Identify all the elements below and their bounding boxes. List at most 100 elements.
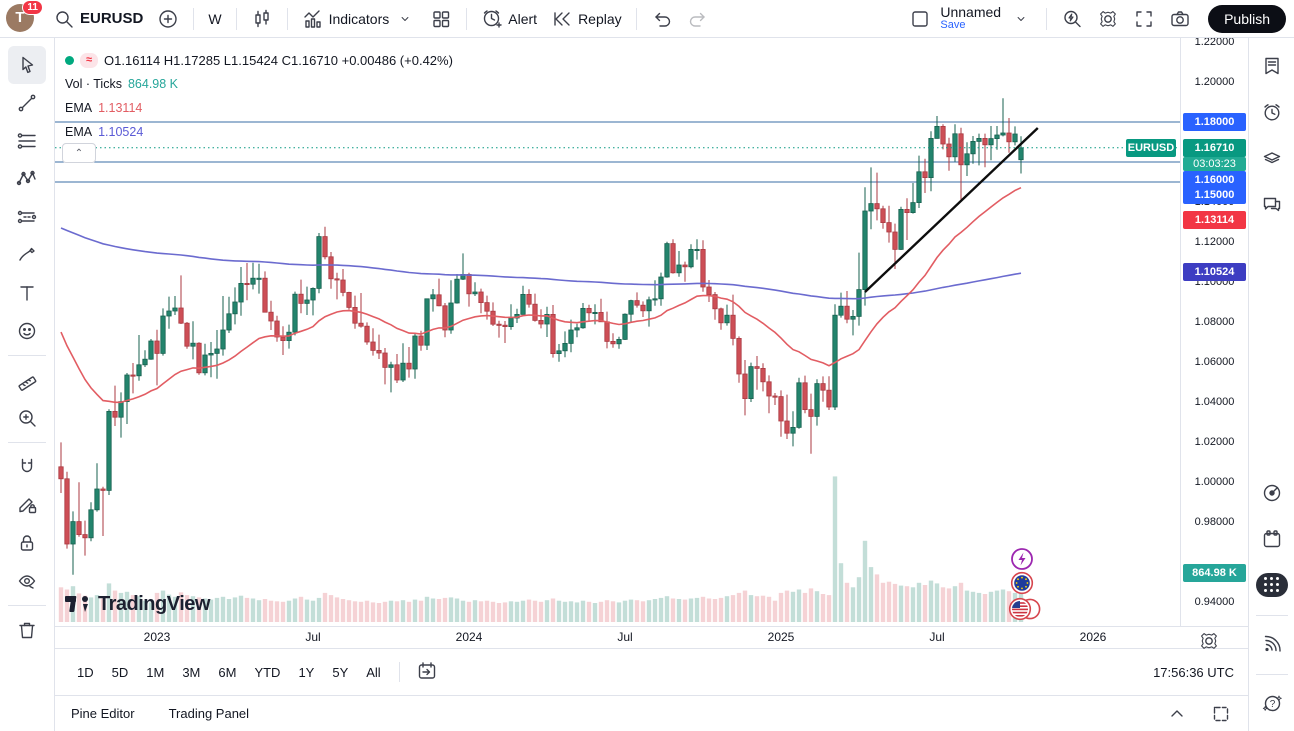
panel-signal-button[interactable] [1254,626,1290,662]
replay-button[interactable]: Replay [544,4,629,34]
ema-fast-legend-value: 1.13114 [98,101,143,115]
alert-label: Alert [508,10,538,27]
chart-legend: ≈ O1.16114 H1.17285 L1.15424 C1.16710 +0… [65,48,453,144]
panel-maximize-icon[interactable] [1210,703,1232,725]
undo-button[interactable] [644,4,680,34]
publish-button[interactable]: Publish [1208,4,1286,33]
layout-select-button[interactable] [902,4,938,34]
ema-slow-legend-label[interactable]: EMA [65,125,93,139]
tool-zoom-in-button[interactable] [8,399,46,437]
range-3m-button[interactable]: 3M [182,664,201,680]
range-1d-button[interactable]: 1D [77,664,94,680]
layout-name-button[interactable]: Unnamed Save [940,5,1001,31]
price-tick: 1.08000 [1194,316,1235,328]
candlestick-chart[interactable] [55,38,1180,626]
symbol-search-button[interactable]: EURUSD [46,4,150,34]
snapshot-button[interactable] [1162,4,1198,34]
indicators-button[interactable]: Indicators [295,4,424,34]
top-toolbar: T 11 EURUSD W Indicators Alert [0,0,1294,38]
tradingview-watermark[interactable]: TradingView [65,592,210,616]
collapse-legend-button[interactable]: ⌃ [62,143,96,163]
tool-ruler-button[interactable] [8,361,46,399]
tool-projection-button[interactable] [8,198,46,236]
ohlc-values: O1.16114 H1.17285 L1.15424 C1.16710 +0.0… [104,52,453,68]
layout-dropdown-button[interactable] [1003,4,1039,34]
all-apps-button[interactable] [1254,567,1290,603]
save-link[interactable]: Save [940,19,966,32]
range-ytd-button[interactable]: YTD [254,664,281,680]
panel-target-button[interactable] [1254,475,1290,511]
gear-icon [1097,8,1119,30]
compare-add-symbol-button[interactable] [150,4,186,34]
tool-fib-button[interactable] [8,122,46,160]
eu-flag-event-icon[interactable] [1010,571,1034,595]
grid-templates-icon [430,8,452,30]
ruler-icon [16,369,38,391]
panel-alarm-button[interactable] [1254,94,1290,130]
pine-editor-tab[interactable]: Pine Editor [71,706,135,721]
undo-icon [651,8,673,30]
indicator-templates-button[interactable] [423,4,459,34]
alarm-icon [1261,101,1283,123]
panel-watchlist-button[interactable] [1254,48,1290,84]
clock-utc[interactable]: 17:56:36 UTC [1153,664,1234,680]
fullscreen-button[interactable] [1126,4,1162,34]
toolbar-separator [193,7,195,30]
tool-brush-button[interactable] [8,236,46,274]
range-5y-button[interactable]: 5Y [332,664,349,680]
toolbar-separator [8,605,46,606]
toolbar-separator [8,355,46,356]
price-tick: 1.22000 [1194,38,1235,48]
redo-icon [687,8,709,30]
tool-xabcd-button[interactable] [8,160,46,198]
interval-button[interactable]: W [201,7,228,31]
time-axis[interactable]: 2023 Jul 2024 Jul 2025 Jul 2026 [55,626,1248,649]
tool-magnet-button[interactable] [8,448,46,486]
eye-icon [16,570,38,592]
chart-pane[interactable]: ≈ O1.16114 H1.17285 L1.15424 C1.16710 +0… [55,38,1248,626]
chart-style-button[interactable] [244,4,280,34]
volume-legend-label[interactable]: Vol · Ticks [65,77,122,91]
user-avatar[interactable]: T 11 [6,0,43,34]
projection-icon [16,206,38,228]
ema-fast-legend-label[interactable]: EMA [65,101,93,115]
panel-calendar-button[interactable] [1254,521,1290,557]
price-axis[interactable]: 1.220001.200001.140001.120001.100001.080… [1180,38,1248,626]
toolbar-separator [398,662,400,682]
alert-button[interactable]: Alert [474,4,544,34]
range-5d-button[interactable]: 5D [111,664,129,680]
range-6m-button[interactable]: 6M [218,664,237,680]
notification-badge: 11 [22,0,43,15]
panel-layers-button[interactable] [1254,140,1290,176]
trading-panel-tab[interactable]: Trading Panel [168,706,250,721]
chart-settings-button[interactable] [1090,4,1126,34]
price-tick: 1.04000 [1194,396,1235,408]
panel-chevron-up-icon[interactable] [1166,703,1188,725]
tool-draw-lock-button[interactable] [8,486,46,524]
price-tick: 1.12000 [1194,236,1235,248]
tool-emoji-button[interactable] [8,312,46,350]
data-mode-icon[interactable]: ≈ [80,52,99,68]
us-flag-event-icon[interactable] [1008,597,1041,621]
tradingview-logo-text: TradingView [98,592,210,615]
range-all-button[interactable]: All [366,664,381,680]
camera-icon [1169,8,1191,30]
range-1m-button[interactable]: 1M [146,664,165,680]
tool-eye-button[interactable] [8,562,46,600]
panel-help-button[interactable]: ? [1254,685,1290,721]
tool-trash-button[interactable] [8,611,46,649]
quick-search-button[interactable] [1054,4,1090,34]
market-status-dot-icon[interactable] [65,55,74,65]
panel-chat-button[interactable] [1254,186,1290,222]
go-to-date-button[interactable] [408,655,446,690]
range-1y-button[interactable]: 1Y [298,664,315,680]
tool-cursor-button[interactable] [8,46,46,84]
tool-trendline-button[interactable] [8,84,46,122]
chevron-down-icon [394,8,416,30]
redo-button[interactable] [680,4,716,34]
tool-lock-button[interactable] [8,524,46,562]
bottom-panel-bar: Pine Editor Trading Panel [55,695,1248,731]
time-axis-settings-gear-icon[interactable] [1198,630,1220,652]
tool-text-button[interactable] [8,274,46,312]
